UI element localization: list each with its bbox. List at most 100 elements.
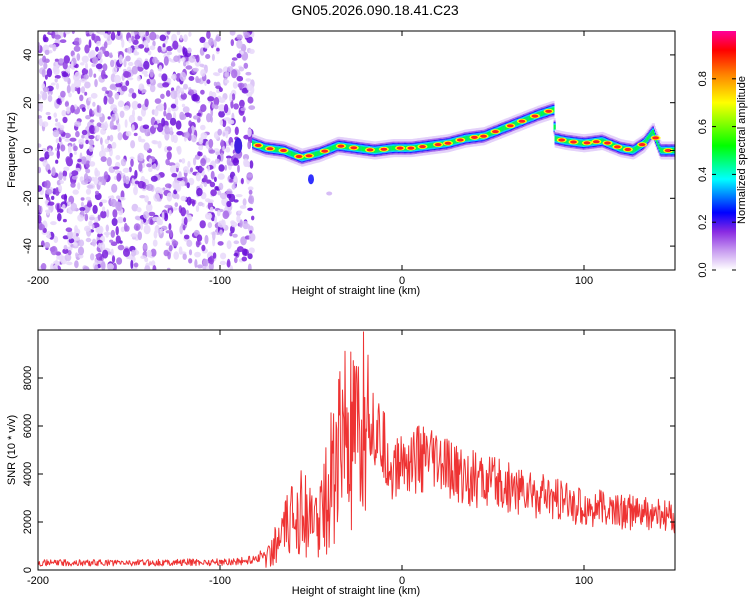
ridge-band	[333, 145, 335, 150]
noise-speckle	[64, 31, 71, 35]
ridge-band	[288, 150, 291, 155]
noise-speckle	[208, 138, 214, 148]
ridge-band	[612, 142, 615, 148]
noise-speckle	[58, 184, 63, 193]
noise-speckle	[199, 220, 206, 229]
noise-speckle	[134, 169, 138, 179]
noise-speckle	[188, 249, 193, 256]
noise-speckle	[62, 248, 69, 254]
noise-speckle	[70, 60, 74, 70]
ridge-hotspot-red	[592, 140, 600, 144]
ridge-band	[317, 151, 320, 156]
ridge-hotspot-red	[434, 143, 442, 147]
noise-speckle	[207, 165, 211, 172]
noise-speckle	[181, 158, 186, 164]
noise-speckle	[122, 167, 130, 173]
noise-speckle	[222, 145, 225, 152]
noise-speckle	[231, 57, 238, 61]
noise-speckle	[127, 61, 134, 67]
noise-speckle	[163, 212, 169, 222]
noise-speckle	[133, 185, 138, 196]
noise-speckle	[233, 240, 240, 245]
noise-speckle	[178, 159, 182, 163]
noise-speckle	[210, 212, 216, 222]
noise-speckle	[214, 158, 220, 164]
noise-speckle	[68, 145, 72, 155]
noise-speckle	[168, 183, 172, 189]
noise-speckle	[249, 160, 254, 169]
noise-speckle	[226, 240, 232, 250]
noise-speckle	[222, 210, 230, 219]
ridge-band	[331, 145, 334, 151]
ridge-band	[501, 126, 504, 132]
ridge-side-blob	[326, 191, 333, 196]
noise-speckle	[232, 233, 238, 238]
noise-speckle	[89, 119, 95, 123]
noise-speckle	[169, 117, 177, 126]
noise-speckle	[203, 182, 207, 187]
noise-speckle	[236, 34, 243, 40]
noise-speckle	[54, 75, 61, 79]
x-tick-label: -100	[209, 575, 231, 587]
noise-speckle	[224, 71, 230, 78]
noise-speckle	[101, 261, 106, 270]
noise-speckle	[153, 124, 159, 128]
noise-speckle	[118, 54, 123, 65]
noise-speckle	[237, 210, 243, 215]
noise-speckle	[237, 246, 244, 253]
noise-speckle	[230, 39, 234, 47]
noise-speckle	[65, 227, 73, 232]
noise-speckle	[131, 203, 139, 212]
noise-speckle	[106, 263, 114, 270]
noise-speckle	[234, 126, 239, 136]
noise-speckle	[133, 31, 138, 35]
noise-speckle	[112, 66, 118, 75]
noise-speckle	[130, 158, 134, 167]
noise-speckle	[165, 112, 172, 121]
noise-speckle	[115, 155, 121, 160]
noise-speckle	[59, 39, 67, 43]
noise-speckle	[148, 211, 156, 217]
noise-speckle	[216, 209, 221, 217]
noise-speckle	[88, 135, 95, 140]
noise-speckle	[237, 164, 240, 173]
noise-speckle	[230, 142, 234, 148]
noise-speckle	[196, 112, 202, 117]
noise-speckle	[52, 65, 58, 73]
noise-speckle	[232, 81, 238, 89]
noise-speckle	[233, 103, 240, 110]
ridge-hotspot-red	[337, 144, 345, 148]
noise-speckle	[180, 207, 187, 217]
noise-speckle	[226, 157, 231, 166]
ridge-band	[287, 149, 290, 155]
noise-speckle	[205, 54, 211, 59]
ridge-band	[426, 143, 429, 149]
ridge-band	[490, 131, 493, 136]
noise-speckle	[70, 104, 75, 114]
noise-speckle	[110, 248, 114, 257]
noise-speckle	[160, 93, 165, 100]
noise-speckle	[43, 62, 48, 70]
ridge-hotspot-red	[407, 146, 415, 150]
noise-speckle	[130, 140, 136, 149]
noise-speckle	[106, 157, 112, 167]
noise-speckle	[96, 104, 100, 113]
noise-speckle	[97, 263, 101, 269]
noise-speckle	[180, 180, 186, 187]
noise-speckle	[196, 234, 203, 242]
noise-speckle	[198, 137, 204, 145]
noise-speckle	[109, 239, 114, 243]
noise-speckle	[123, 222, 128, 232]
noise-speckle	[152, 265, 157, 270]
ridge-band	[314, 151, 317, 157]
noise-speckle	[215, 151, 220, 156]
ridge-band	[274, 146, 276, 152]
noise-speckle	[157, 140, 162, 149]
noise-speckle	[111, 141, 117, 149]
noise-speckle	[222, 118, 227, 128]
noise-speckle	[186, 239, 193, 247]
noise-speckle	[81, 107, 86, 112]
noise-speckle	[212, 72, 219, 76]
noise-speckle	[111, 218, 118, 226]
